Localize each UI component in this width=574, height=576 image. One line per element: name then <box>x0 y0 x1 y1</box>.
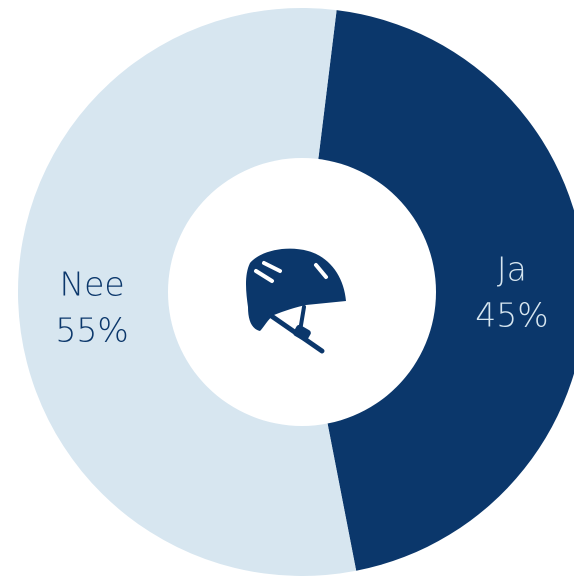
slice-category-label: Ja <box>497 250 527 289</box>
slice-value-label: 55% <box>55 310 128 349</box>
bike-helmet-icon <box>246 248 346 354</box>
slice-value-label: 45% <box>475 296 548 335</box>
slice-label-ja: Ja 45% <box>475 250 548 335</box>
slice-label-nee: Nee 55% <box>55 264 128 349</box>
slice-category-label: Nee <box>59 264 124 303</box>
slice-ja <box>302 10 574 571</box>
